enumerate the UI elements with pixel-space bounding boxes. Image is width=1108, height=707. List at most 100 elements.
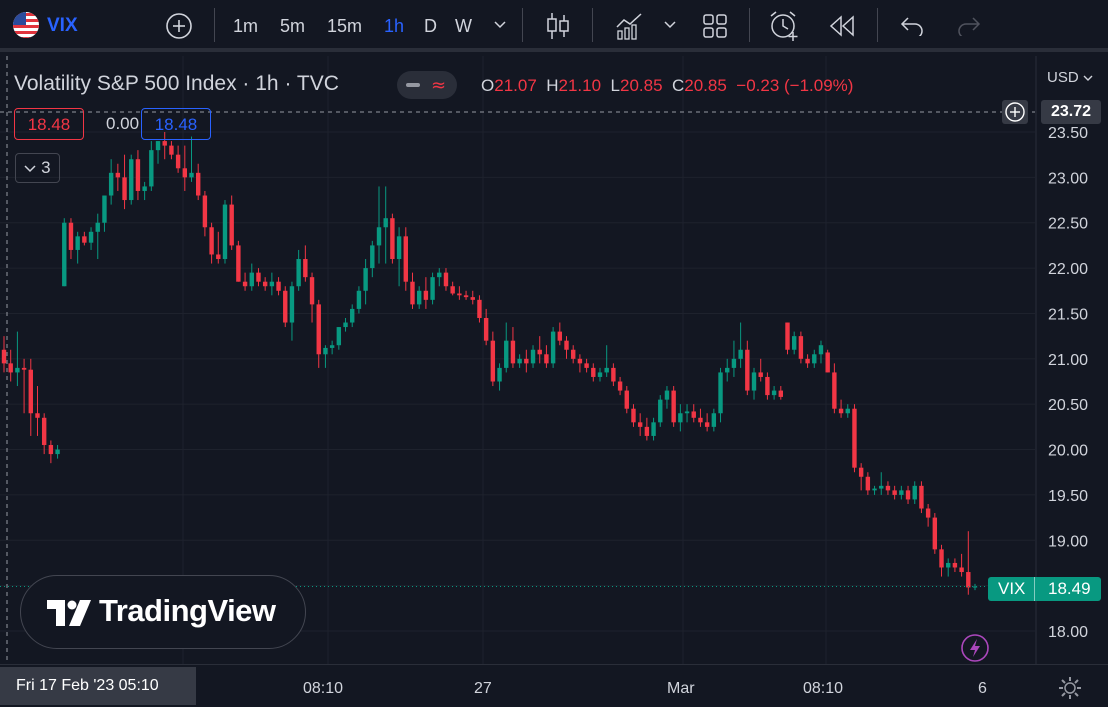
toolbar-separator — [214, 8, 215, 42]
indicators-icon[interactable] — [614, 11, 644, 41]
candle-body — [155, 141, 161, 151]
layout-icon[interactable] — [702, 13, 728, 39]
candle-body — [122, 177, 127, 201]
candle — [350, 304, 355, 328]
candle-body — [584, 363, 589, 368]
sell-price-button[interactable]: 18.48 — [14, 108, 84, 140]
settings-gear-icon[interactable] — [1058, 676, 1082, 700]
symbol-name[interactable]: VIX — [47, 15, 78, 36]
chevron-down-icon — [1083, 75, 1093, 81]
lightning-icon[interactable] — [960, 633, 990, 663]
candles-icon[interactable] — [545, 11, 571, 41]
candle — [825, 349, 830, 373]
candle-body — [738, 349, 743, 359]
candle — [62, 218, 67, 287]
time-axis[interactable] — [0, 664, 1108, 707]
candle — [637, 413, 643, 436]
alert-icon[interactable] — [768, 10, 800, 42]
candle — [879, 472, 884, 495]
ohlc-low-label: L — [610, 76, 620, 95]
candle-body — [463, 295, 469, 298]
last-price-label: VIX 18.49 — [988, 577, 1101, 601]
candle-body — [323, 347, 328, 355]
candle — [765, 372, 770, 400]
candle-body — [946, 562, 951, 568]
candle-body — [919, 485, 924, 509]
candle — [678, 404, 683, 432]
candle — [189, 136, 194, 182]
candle — [872, 485, 877, 495]
candle — [671, 386, 676, 427]
candle — [457, 286, 462, 300]
replay-icon[interactable] — [828, 14, 856, 38]
candle — [363, 259, 368, 305]
indicators-collapse-toggle[interactable]: 3 — [15, 153, 60, 183]
buy-price-button[interactable]: 18.48 — [141, 108, 211, 140]
candle — [892, 485, 897, 500]
candle-body — [443, 272, 449, 287]
candle-body — [142, 186, 147, 191]
candle — [122, 154, 127, 210]
candle — [21, 358, 27, 414]
chevron-down-icon[interactable] — [492, 16, 508, 32]
candle-body — [8, 363, 13, 373]
candle — [169, 141, 174, 160]
us-flag-icon[interactable] — [12, 11, 40, 39]
candle — [838, 399, 844, 418]
candle — [939, 544, 944, 577]
candle-body — [242, 281, 248, 287]
candle-body — [88, 231, 94, 243]
candle-body — [932, 517, 938, 550]
time-tick: 6 — [978, 680, 987, 697]
legend-title[interactable]: Volatility S&P 500 Index · 1h · TVC — [14, 72, 339, 95]
interval-15m[interactable]: 15m — [327, 16, 363, 36]
interval-5m[interactable]: 5m — [280, 16, 306, 36]
candle — [410, 272, 415, 309]
ohlc-close: 20.85 — [684, 76, 727, 95]
add-alert-plus-icon[interactable] — [1002, 100, 1028, 124]
interval-1h[interactable]: 1h — [384, 16, 405, 36]
legend-toggle-icons: ≈ — [406, 75, 446, 96]
candle — [1, 336, 7, 373]
candle-body — [678, 413, 683, 423]
candle-body — [423, 290, 429, 300]
candle-body — [376, 227, 382, 246]
interval-w[interactable]: W — [455, 16, 472, 36]
candle — [698, 408, 703, 427]
candle-body — [624, 390, 629, 409]
legend-toggle[interactable]: ≈ — [397, 71, 457, 99]
undo-icon[interactable] — [899, 14, 925, 36]
tradingview-logo[interactable]: TradingView — [20, 575, 306, 649]
candle-body — [611, 367, 616, 382]
candle — [832, 363, 837, 414]
price-axis-ticks: 18.0018.5019.0019.5020.0020.5021.0021.50… — [1048, 125, 1088, 641]
candle-body — [1, 349, 7, 364]
currency-selector[interactable]: USD — [1047, 69, 1093, 86]
interval-1m[interactable]: 1m — [233, 16, 259, 36]
currency-label: USD — [1047, 69, 1079, 86]
candle-body — [711, 413, 717, 427]
candle-body — [758, 372, 763, 377]
chevron-down-icon[interactable] — [662, 16, 678, 32]
candle-body — [751, 372, 757, 391]
candle-body — [684, 411, 690, 414]
candle — [899, 485, 904, 500]
candle-body — [189, 172, 194, 178]
svg-text:≈: ≈ — [431, 75, 446, 96]
candle-body — [35, 413, 40, 418]
candle — [684, 404, 690, 423]
add-symbol-icon[interactable] — [165, 12, 193, 40]
candle — [356, 286, 362, 314]
candle — [483, 308, 489, 346]
candle-body — [818, 345, 824, 355]
candle-body — [651, 422, 656, 436]
candle — [108, 159, 114, 205]
candle — [222, 200, 228, 264]
candle-body — [229, 204, 234, 246]
candle-body — [309, 277, 315, 305]
time-tick: 27 — [474, 680, 492, 697]
interval-d[interactable]: D — [424, 16, 437, 36]
candle-body — [524, 358, 529, 364]
candle-body — [68, 222, 74, 250]
candle — [845, 404, 850, 418]
